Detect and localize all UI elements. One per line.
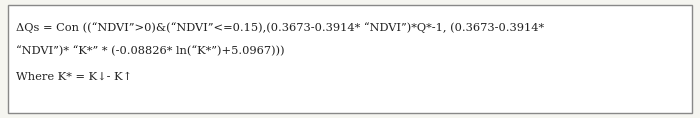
Text: Where K* = K↓- K↑: Where K* = K↓- K↑ bbox=[16, 72, 132, 82]
FancyBboxPatch shape bbox=[8, 5, 692, 113]
Text: “NDVI”)* “K*” * (-0.08826* ln(“K*”)+5.0967))): “NDVI”)* “K*” * (-0.08826* ln(“K*”)+5.09… bbox=[16, 46, 285, 57]
Text: ΔQs = Con ((“NDVI”>0)&(“NDVI”<=0.15),(0.3673-0.3914* “NDVI”)*Q*-1, (0.3673-0.391: ΔQs = Con ((“NDVI”>0)&(“NDVI”<=0.15),(0.… bbox=[16, 22, 544, 33]
